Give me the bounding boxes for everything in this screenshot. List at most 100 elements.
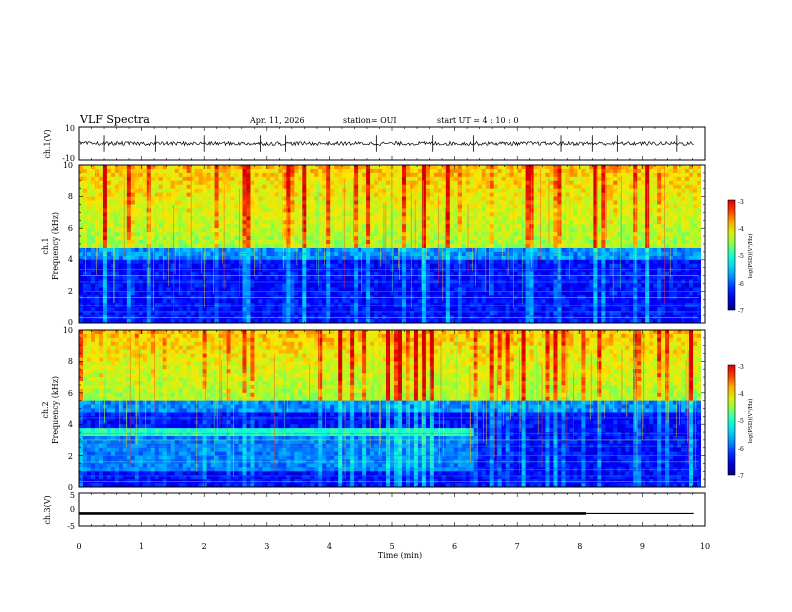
- spectrogram-cell: [453, 224, 459, 229]
- spectrogram-cell: [493, 184, 499, 190]
- spectrogram-cell: [382, 271, 387, 276]
- spectrogram-cell: [549, 192, 554, 197]
- spectrogram-cell: [79, 255, 84, 261]
- spectrogram-cell: [605, 232, 610, 237]
- spectrogram-cell: [154, 251, 160, 257]
- spectrogram-cell: [561, 259, 566, 265]
- spectrogram-cell: [354, 192, 359, 197]
- spectrogram-cell: [262, 251, 267, 257]
- spectrogram-cell: [378, 204, 383, 209]
- spectrogram-cell: [362, 263, 367, 269]
- spectrogram-cell: [453, 255, 459, 261]
- spectrogram-cell: [689, 165, 694, 170]
- spectrogram-cell: [581, 228, 586, 233]
- spectrogram-cell: [366, 204, 371, 209]
- spectrogram-cell: [649, 240, 654, 245]
- spectrogram-cell: [481, 271, 487, 276]
- spectrogram-cell: [413, 247, 419, 253]
- spectrogram-cell: [314, 220, 319, 225]
- ch1-waveform-ylabel: ch.1(V): [43, 129, 52, 158]
- spectrogram-cell: [198, 212, 204, 217]
- spectrogram-cell: [537, 275, 542, 280]
- spectrogram-cell: [645, 172, 650, 178]
- spectrogram-cell: [469, 165, 475, 170]
- spectrogram-cell: [106, 176, 112, 182]
- spectrogram-cell: [621, 236, 626, 241]
- spectrogram-cell: [246, 192, 251, 197]
- spectrogram-cell: [433, 188, 439, 194]
- spectrogram-cell: [386, 204, 391, 209]
- spectrogram-cell: [405, 259, 411, 265]
- spectrogram-cell: [286, 247, 291, 253]
- spectrogram-cell: [150, 271, 156, 276]
- spectrogram-cell: [701, 196, 706, 201]
- spectrogram-cell: [122, 255, 128, 261]
- spectrogram-cell: [569, 224, 574, 229]
- spectrogram-cell: [162, 224, 168, 229]
- spectrogram-cell: [138, 180, 144, 186]
- spectrogram-cell: [218, 212, 223, 217]
- spectrogram-cell: [701, 232, 706, 237]
- spectrogram-cell: [366, 176, 371, 182]
- spectrogram-cell: [409, 168, 415, 174]
- spectrogram-cell: [150, 196, 156, 201]
- spectrogram-cell: [338, 192, 343, 197]
- spectrogram-cell: [134, 251, 140, 257]
- spectrogram-cell: [409, 271, 415, 276]
- spectrogram-cell: [537, 192, 542, 197]
- spectrogram-cell: [326, 251, 331, 257]
- spectrogram-cell: [537, 184, 542, 190]
- spectrogram-cell: [453, 275, 459, 280]
- spectrogram-cell: [326, 204, 331, 209]
- spectrogram-cell: [549, 236, 554, 241]
- spectrogram-cell: [425, 240, 431, 245]
- spectrogram-cell: [230, 232, 235, 237]
- spectrogram-cell: [501, 204, 507, 209]
- spectrogram-cell: [290, 283, 295, 288]
- spectrogram-cell: [661, 271, 666, 276]
- spectrogram-cell: [421, 255, 427, 261]
- spectrogram-cell: [298, 287, 303, 292]
- spectrogram-cell: [330, 283, 335, 288]
- spectrogram-cell: [585, 165, 590, 170]
- spectrogram-cell: [350, 216, 355, 221]
- spectrogram-cell: [637, 283, 642, 288]
- spectrogram-cell: [597, 240, 602, 245]
- spectrogram-cell: [577, 184, 582, 190]
- spectrogram-cell: [378, 196, 383, 201]
- spectrogram-cell: [509, 220, 515, 225]
- spectrogram-cell: [242, 220, 247, 225]
- spectrogram-cell: [98, 220, 104, 225]
- spectrogram-cell: [178, 172, 184, 178]
- spectrogram-cell: [577, 240, 582, 245]
- spectrogram-cell: [354, 224, 359, 229]
- spectrogram-cell: [449, 287, 455, 292]
- spectrogram-cell: [445, 263, 451, 269]
- spectrogram-cell: [541, 172, 546, 178]
- spectrogram-cell: [625, 247, 630, 253]
- spectrogram-cell: [94, 212, 100, 217]
- spectrogram-cell: [649, 283, 654, 288]
- spectrogram-cell: [557, 192, 562, 197]
- spectrogram-cell: [397, 259, 403, 265]
- spectrogram-cell: [250, 244, 255, 249]
- spectrogram-cell: [182, 263, 188, 269]
- spectrogram-cell: [142, 208, 148, 213]
- spectrogram-cell: [469, 192, 475, 197]
- spectrogram-cell: [218, 263, 223, 269]
- spectrogram-cell: [477, 247, 483, 253]
- spectrogram-cell: [118, 251, 124, 257]
- spectrogram-cell: [421, 184, 427, 190]
- spectrogram-cell: [310, 172, 315, 178]
- spectrogram-cell: [445, 212, 451, 217]
- spectrogram-cell: [346, 212, 351, 217]
- spectrogram-cell: [557, 228, 562, 233]
- spectrogram-cell: [605, 176, 610, 182]
- spectrogram-cell: [397, 263, 403, 269]
- spectrogram-cell: [461, 224, 467, 229]
- spectrogram-cell: [258, 176, 263, 182]
- spectrogram-cell: [278, 220, 283, 225]
- spectrogram-cell: [178, 259, 184, 265]
- spectrogram-cell: [338, 283, 343, 288]
- spectrogram-cell: [461, 244, 467, 249]
